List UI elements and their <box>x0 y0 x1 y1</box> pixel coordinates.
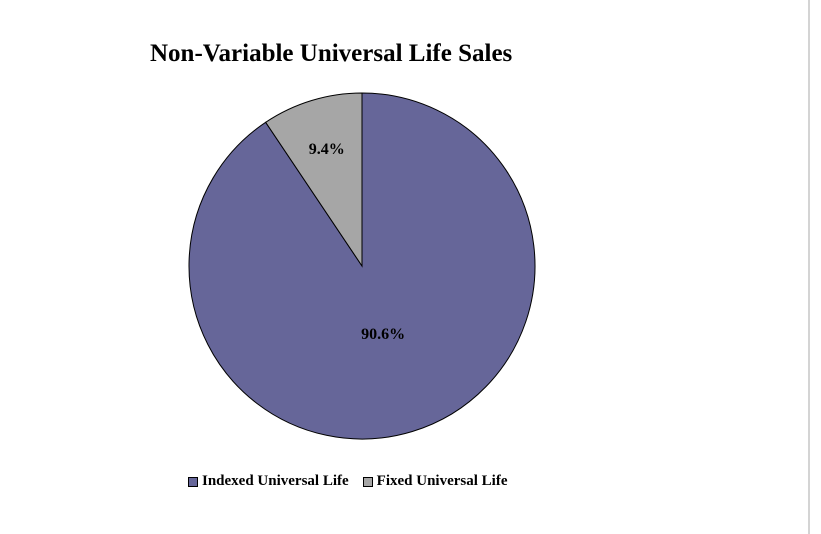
chart-title: Non-Variable Universal Life Sales <box>150 40 513 67</box>
pie-slice-fixed-universal-life <box>264 92 363 268</box>
legend-swatch-indexed <box>188 476 198 487</box>
legend-label-indexed: Indexed Universal Life <box>202 473 349 489</box>
legend-swatch-fixed <box>362 476 373 487</box>
frame-border <box>808 0 810 534</box>
legend-label-fixed: Fixed Universal Life <box>376 473 508 489</box>
legend-item-indexed: Indexed Universal Life <box>188 473 349 490</box>
data-label-indexed-universal-life: 90.6% <box>361 326 405 343</box>
data-label-fixed-universal-life: 9.4% <box>309 141 345 158</box>
legend-item-fixed: Fixed Universal Life <box>362 473 508 490</box>
chart-legend: Indexed Universal Life Fixed Universal L… <box>188 473 522 490</box>
